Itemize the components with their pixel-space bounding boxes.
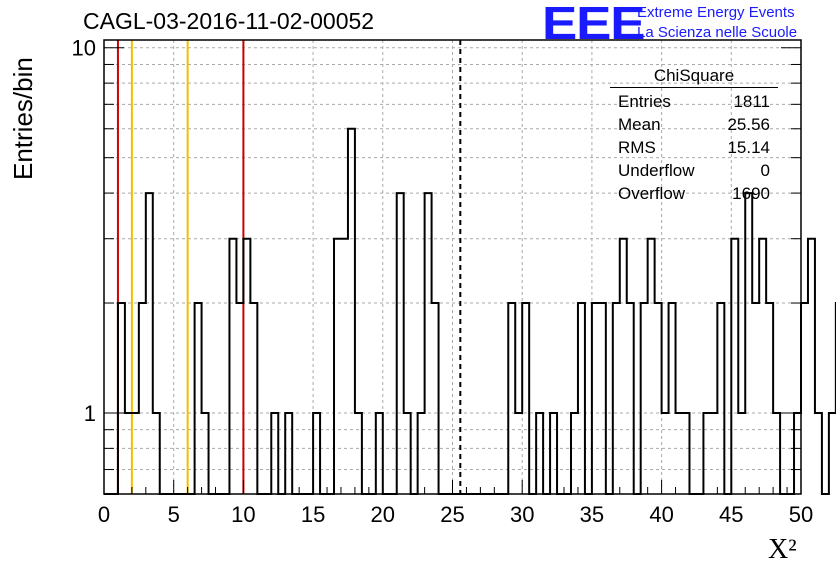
x-tick-label: 5 [168, 502, 180, 527]
x-tick-label: 40 [649, 502, 673, 527]
x-tick-label: 50 [789, 502, 813, 527]
chart-title: CAGL-03-2016-11-02-00052 [83, 8, 375, 34]
reference-lines [116, 40, 462, 494]
stats-row-rms: RMS 15.14 [610, 136, 778, 159]
x-tick-label: 10 [231, 502, 255, 527]
x-tick-label: 15 [301, 502, 325, 527]
stats-value: 0 [760, 161, 770, 180]
stats-value: 1811 [733, 92, 770, 111]
x-tick-label: 35 [580, 502, 604, 527]
stats-row-underflow: Underflow 0 [610, 159, 778, 182]
x-tick-label: 0 [98, 502, 110, 527]
stats-label: Underflow [618, 161, 695, 180]
eee-logo: EEE [542, 0, 646, 49]
axis-ticks [103, 47, 802, 495]
stats-box: ChiSquare Entries 1811 Mean 25.56 RMS 15… [610, 66, 778, 205]
stats-label: Mean [618, 115, 661, 134]
stats-row-entries: Entries 1811 [610, 90, 778, 113]
stats-row-overflow: Overflow 1690 [610, 182, 778, 205]
stats-title: ChiSquare [610, 66, 778, 88]
stats-row-mean: Mean 25.56 [610, 113, 778, 136]
stats-label: RMS [618, 138, 656, 157]
x-axis-label: X² [768, 534, 797, 565]
y-tick-label: 1 [84, 401, 96, 426]
stats-label: Entries [618, 92, 671, 111]
x-tick-label: 20 [371, 502, 395, 527]
logo-line-2: La Scienza nelle Scuole [637, 24, 798, 41]
y-axis-label: Entries/bin [8, 57, 38, 180]
y-tick-label: 10 [72, 36, 96, 61]
logo-line-1: Extreme Energy Events [637, 4, 795, 21]
x-tick-label: 30 [510, 502, 534, 527]
tick-labels: 0 5 10 15 20 25 30 35 40 45 50 1 10 [72, 36, 814, 527]
stats-label: Overflow [618, 184, 686, 203]
stats-value: 25.56 [727, 115, 770, 134]
x-tick-label: 45 [719, 502, 743, 527]
stats-value: 15.14 [727, 138, 770, 157]
stats-value: 1690 [732, 184, 770, 203]
x-tick-label: 25 [440, 502, 464, 527]
